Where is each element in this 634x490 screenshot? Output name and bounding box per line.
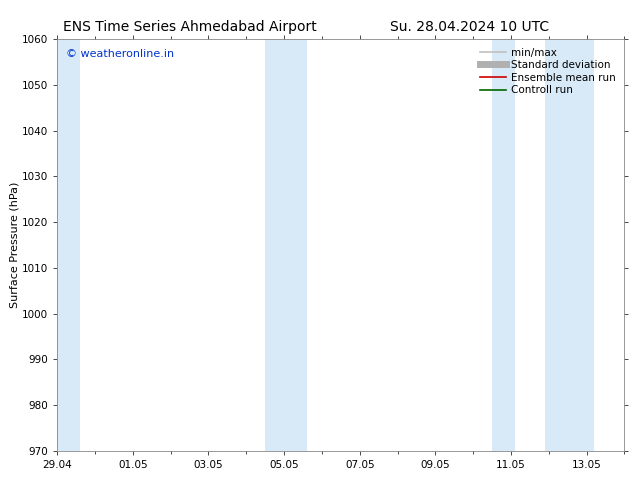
Text: Su. 28.04.2024 10 UTC: Su. 28.04.2024 10 UTC	[390, 20, 548, 34]
Bar	[545, 39, 594, 451]
Bar	[492, 39, 515, 451]
Legend: min/max, Standard deviation, Ensemble mean run, Controll run: min/max, Standard deviation, Ensemble me…	[477, 45, 619, 98]
Bar	[53, 39, 80, 451]
Text: ENS Time Series Ahmedabad Airport: ENS Time Series Ahmedabad Airport	[63, 20, 317, 34]
Text: © weatheronline.in: © weatheronline.in	[65, 49, 174, 59]
Bar	[265, 39, 307, 451]
Y-axis label: Surface Pressure (hPa): Surface Pressure (hPa)	[9, 182, 19, 308]
